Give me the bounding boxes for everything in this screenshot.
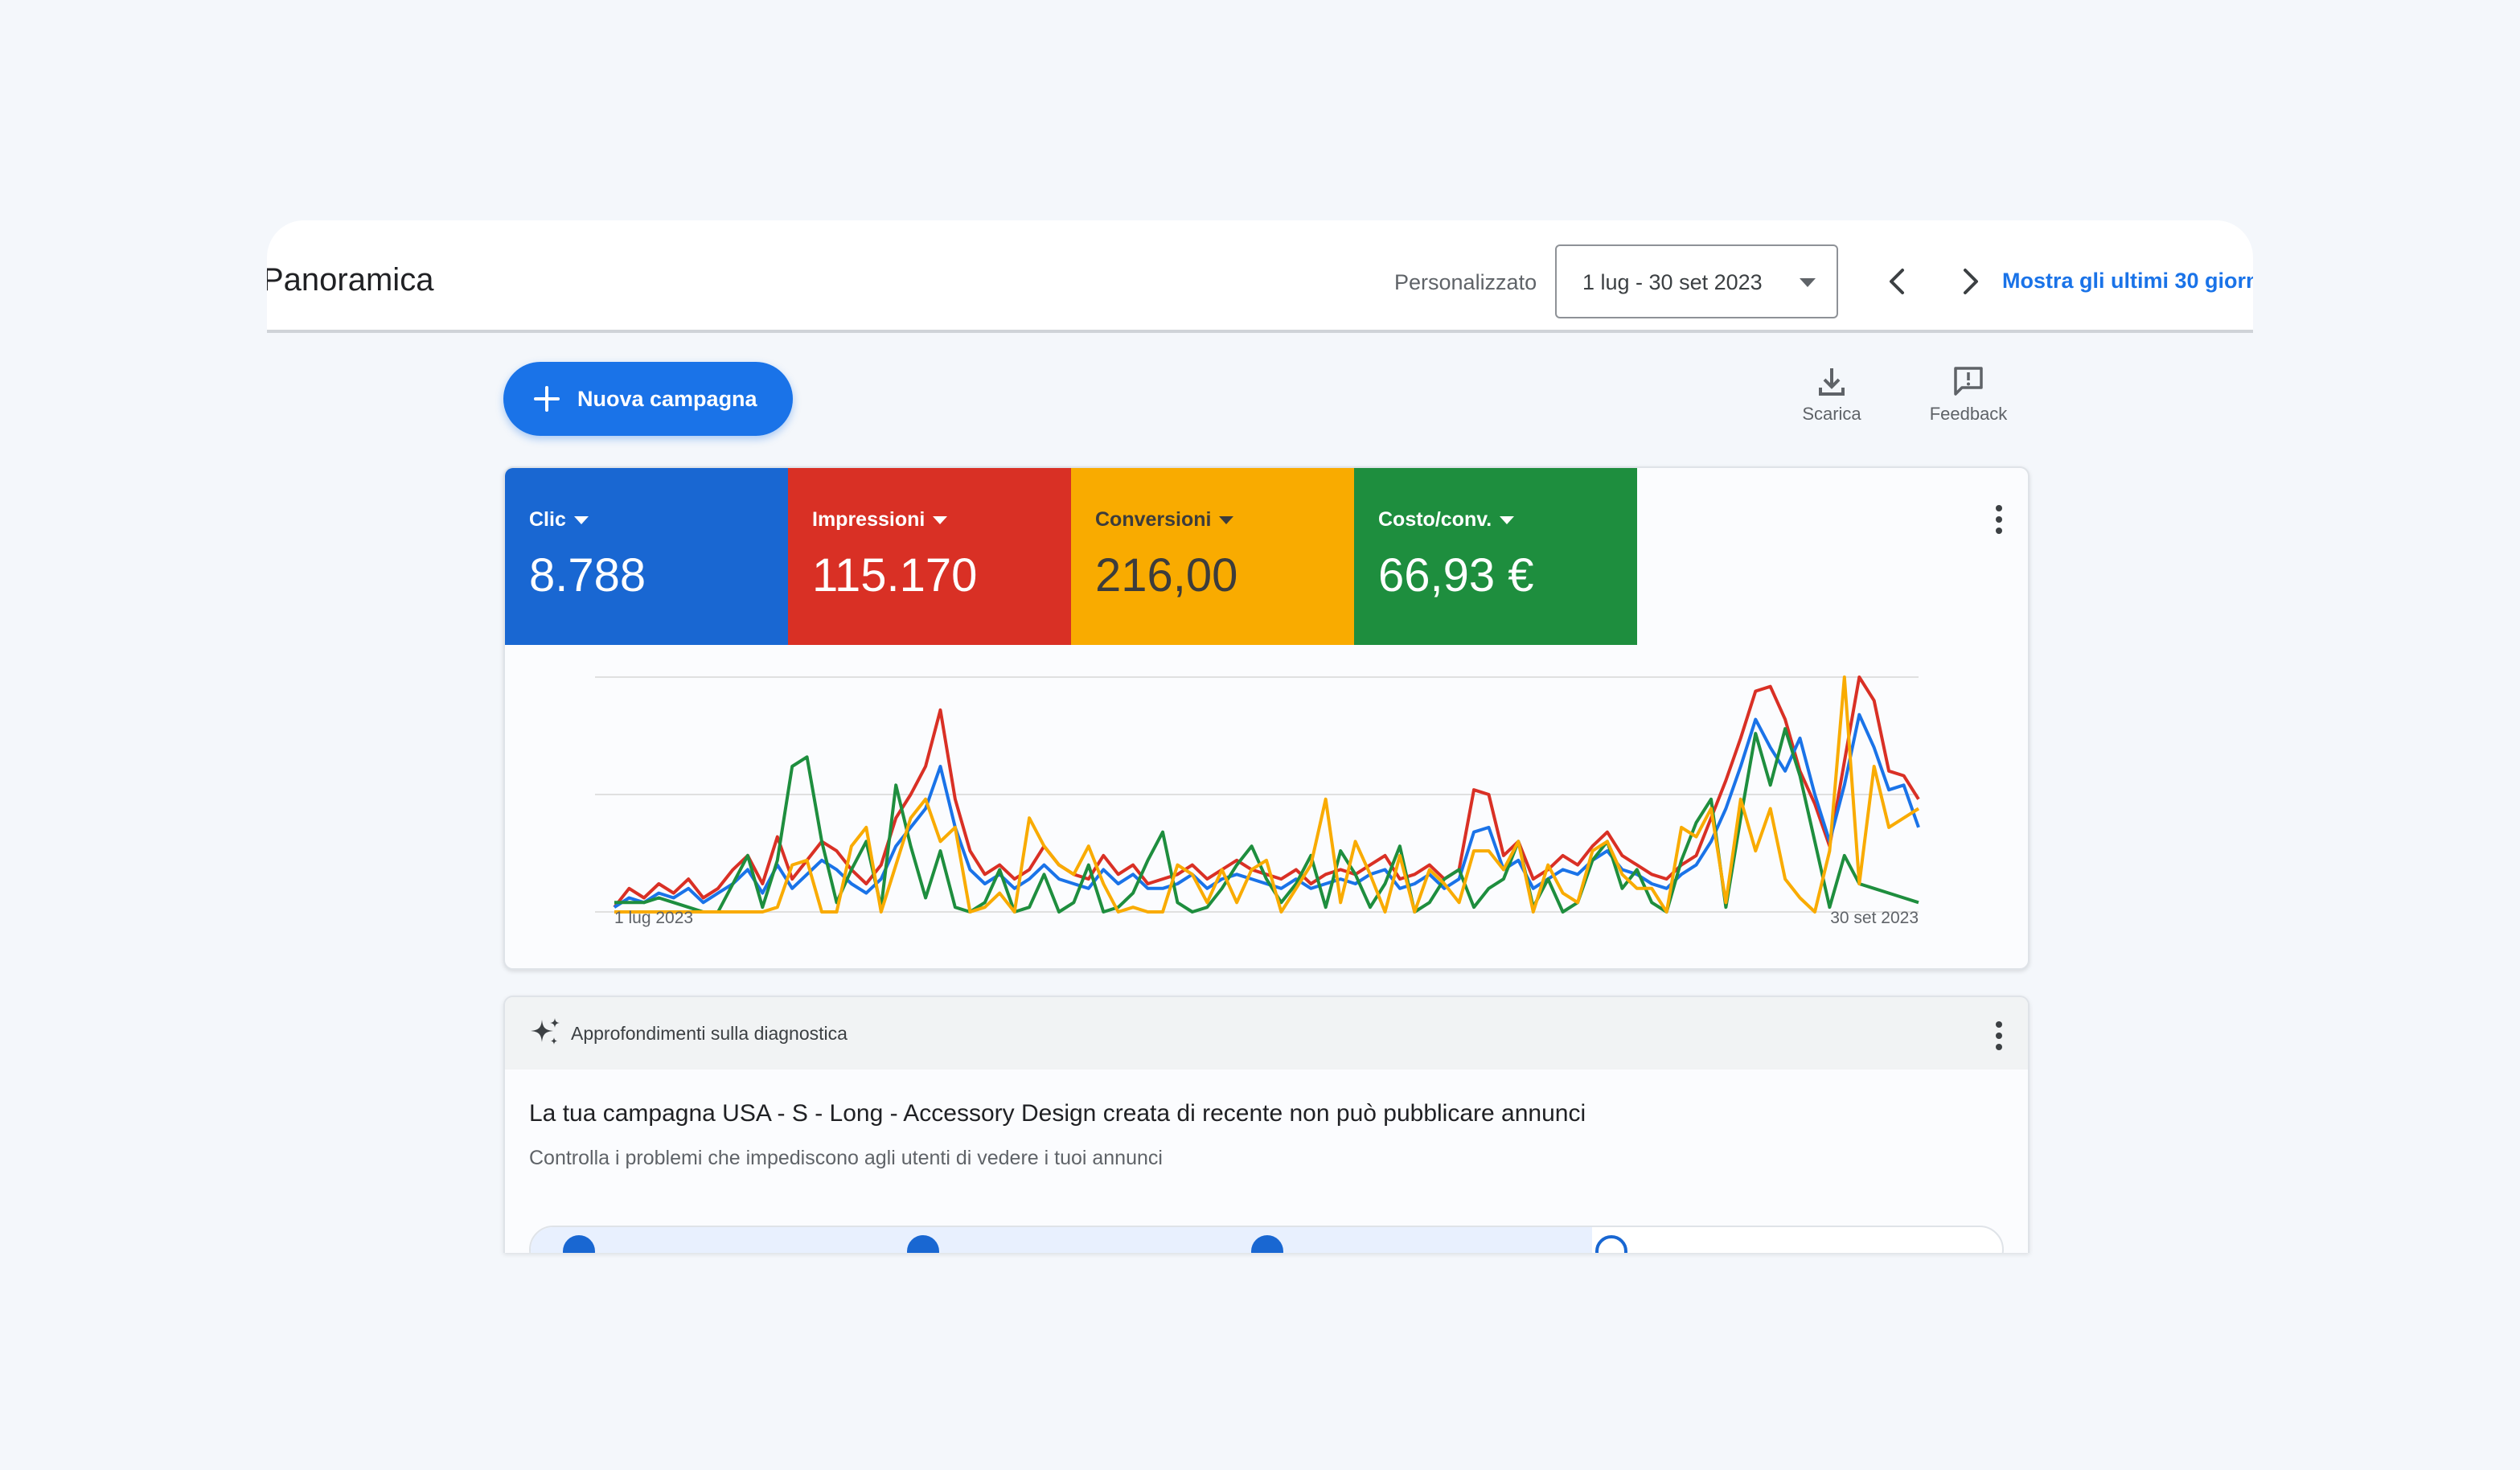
x-axis-end-label: 30 set 2023: [1830, 909, 1919, 927]
metric-value-conversioni: 216,00: [1095, 549, 1238, 602]
diagnostics-subtitle: Controlla i problemi che impediscono agl…: [529, 1147, 1163, 1169]
series-line-2: [614, 727, 1919, 914]
metric-name-conversioni: Conversioni: [1095, 508, 1234, 532]
diagnostics-progress-stepper: [529, 1226, 2004, 1253]
step-check-icon[interactable]: [563, 1235, 595, 1253]
feedback-icon: [1954, 367, 1983, 396]
performance-chart: 1 lug 2023 30 set 2023: [595, 675, 1920, 927]
show-last-30-days-link[interactable]: Mostra gli ultimi 30 giorni: [2002, 269, 2253, 293]
next-period-button[interactable]: [1946, 257, 1994, 306]
metric-tile-impressioni[interactable]: Impressioni 115.170: [788, 468, 1071, 645]
metric-name-text: Clic: [529, 508, 566, 531]
x-axis-start-label: 1 lug 2023: [614, 909, 693, 927]
new-campaign-button[interactable]: Nuova campagna: [503, 362, 793, 436]
metric-tile-costo-conv[interactable]: Costo/conv. 66,93 €: [1354, 468, 1637, 645]
diagnostics-title: La tua campagna USA - S - Long - Accesso…: [529, 1100, 1586, 1127]
metric-name-text: Impressioni: [812, 508, 926, 531]
metric-name-clic: Clic: [529, 508, 589, 532]
more-options-button[interactable]: [1983, 499, 2015, 540]
metric-name-impressioni: Impressioni: [812, 508, 948, 532]
date-range-select[interactable]: 1 lug - 30 set 2023: [1555, 244, 1838, 318]
metric-value-impressioni: 115.170: [812, 549, 978, 602]
previous-period-button[interactable]: [1874, 257, 1922, 306]
diagnostics-header-label: Approfondimenti sulla diagnostica: [571, 1023, 848, 1044]
metric-tile-clic[interactable]: Clic 8.788: [505, 468, 788, 645]
more-vert-icon: [1996, 1021, 2002, 1050]
caret-down-icon: [933, 516, 948, 525]
plus-icon: [534, 386, 560, 412]
date-range-type-label: Personalizzato: [1394, 270, 1537, 294]
metric-tile-conversioni[interactable]: Conversioni 216,00: [1071, 468, 1354, 645]
diagnostics-more-button[interactable]: [1983, 1015, 2015, 1057]
caret-down-icon: [1219, 516, 1234, 525]
download-icon: [1819, 368, 1845, 396]
feedback-label: Feedback: [1929, 404, 2008, 424]
diagnostics-header: Approfondimenti sulla diagnostica: [505, 997, 2028, 1070]
caret-down-icon: [1500, 516, 1515, 525]
metric-value-clic: 8.788: [529, 549, 646, 602]
metric-name-text: Costo/conv.: [1378, 508, 1492, 531]
series-line-3: [614, 675, 1920, 914]
chart-grid: [595, 676, 1919, 913]
metric-name-costo-conv: Costo/conv.: [1378, 508, 1515, 532]
date-range-value: 1 lug - 30 set 2023: [1582, 270, 1763, 294]
page-title: Panoramica: [267, 262, 434, 298]
top-header: Panoramica Personalizzato 1 lug - 30 set…: [267, 220, 2253, 333]
metric-name-text: Conversioni: [1095, 508, 1212, 531]
series-line-1: [613, 712, 1920, 909]
step-check-icon[interactable]: [1251, 1235, 1283, 1253]
performance-card: Clic 8.788 Impressioni 115.170 Conversio…: [503, 466, 2030, 970]
caret-down-icon: [573, 516, 589, 525]
download-button[interactable]: Scarica: [1775, 363, 1888, 436]
chevron-right-icon: [1964, 269, 1978, 294]
step-pending-icon[interactable]: [1595, 1235, 1627, 1253]
diagnostics-card: Approfondimenti sulla diagnostica La tua…: [503, 996, 2030, 1253]
feedback-button[interactable]: Feedback: [1912, 363, 2025, 436]
new-campaign-label: Nuova campagna: [577, 387, 757, 411]
stepper-progress-fill: [531, 1227, 1593, 1253]
more-vert-icon: [1996, 505, 2002, 534]
step-check-icon[interactable]: [907, 1235, 939, 1253]
download-label: Scarica: [1802, 404, 1861, 424]
sparkle-icon: [531, 1018, 560, 1045]
chart-series: [613, 675, 1920, 914]
chevron-left-icon: [1890, 269, 1904, 294]
caret-down-icon: [1800, 278, 1816, 287]
metric-value-costo-conv: 66,93 €: [1378, 549, 1534, 602]
series-line-0: [613, 675, 1920, 909]
